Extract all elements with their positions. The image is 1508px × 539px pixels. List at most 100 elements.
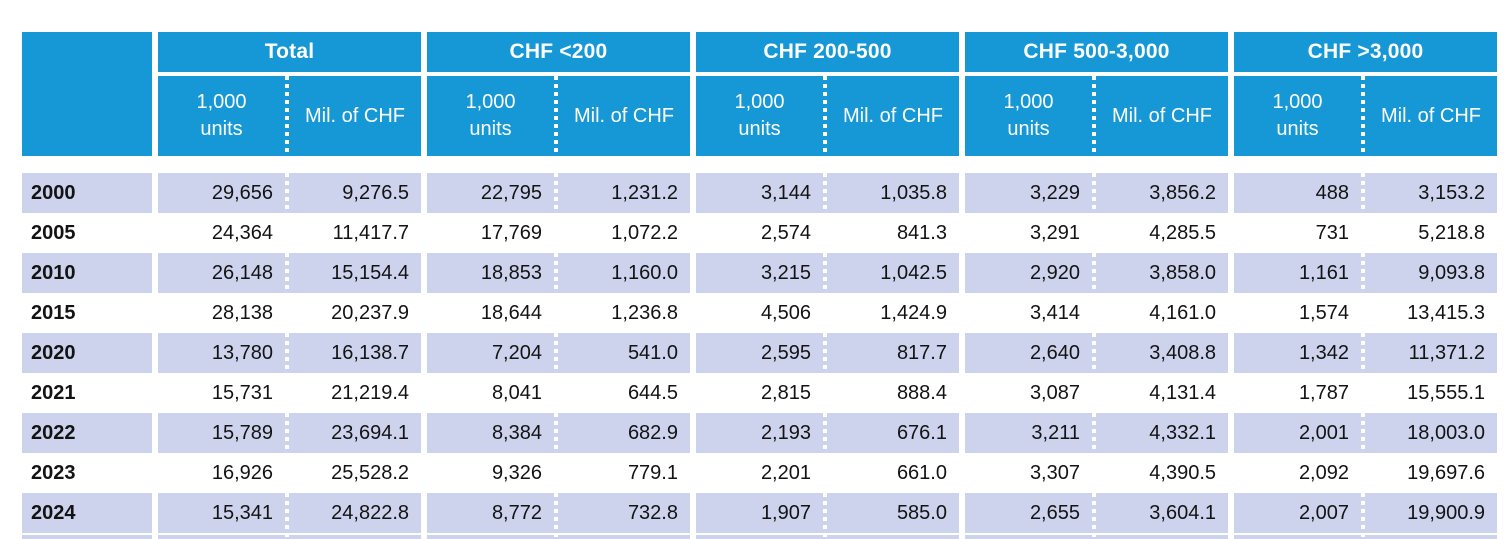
value-cell: 15,154.4 [289, 253, 421, 293]
column-divider [823, 293, 827, 333]
units-cell: 9,326 [427, 453, 554, 493]
partial-cell [289, 535, 421, 539]
column-divider [554, 453, 558, 493]
column-divider [1092, 453, 1096, 493]
value-cell: 732.8 [558, 493, 690, 533]
units-cell: 24,364 [158, 213, 285, 253]
partial-cell [1096, 535, 1228, 539]
units-cell: 8,041 [427, 373, 554, 413]
header-group: CHF 200-500 1,000 units Mil. of CHF [696, 32, 959, 156]
column-divider [823, 453, 827, 493]
subheader-units: 1,000 units [1003, 91, 1054, 140]
units-cell: 13,780 [158, 333, 285, 373]
subheader-units: 1,000 units [465, 91, 516, 140]
units-cell: 17,769 [427, 213, 554, 253]
column-divider [285, 333, 289, 373]
column-divider [823, 76, 827, 156]
units-cell: 1,787 [1234, 373, 1361, 413]
value-cell: 676.1 [827, 413, 959, 453]
column-divider [285, 253, 289, 293]
value-cell: 4,390.5 [1096, 453, 1228, 493]
header-group-label: CHF >3,000 [1234, 32, 1497, 72]
value-cell: 3,408.8 [1096, 333, 1228, 373]
value-cell: 18,003.0 [1365, 413, 1497, 453]
units-cell: 1,907 [696, 493, 823, 533]
column-divider [823, 213, 827, 253]
partial-cell [1365, 535, 1497, 539]
column-divider [1092, 213, 1096, 253]
units-cell: 2,574 [696, 213, 823, 253]
header-group-label: CHF <200 [427, 32, 690, 72]
value-cell: 4,332.1 [1096, 413, 1228, 453]
column-divider [554, 373, 558, 413]
column-divider [1361, 293, 1365, 333]
column-divider [823, 173, 827, 213]
units-cell: 8,772 [427, 493, 554, 533]
column-divider [1092, 333, 1096, 373]
header-group: CHF 500-3,000 1,000 units Mil. of CHF [965, 32, 1228, 156]
partial-cell [158, 535, 285, 539]
column-divider [823, 413, 827, 453]
price-segment-table: Total 1,000 units Mil. of CHF CHF <200 1,000… [22, 32, 1497, 539]
column-divider [1092, 413, 1096, 453]
column-divider [554, 493, 558, 533]
column-divider [554, 293, 558, 333]
table-body: 2000 29,656 9,276.5 22,795 1,231.2 3,144 1,035… [22, 173, 1497, 533]
value-cell: 19,697.6 [1365, 453, 1497, 493]
header-group: CHF >3,000 1,000 units Mil. of CHF [1234, 32, 1497, 156]
column-divider [1361, 493, 1365, 533]
header-divider [696, 72, 959, 76]
units-cell: 2,193 [696, 413, 823, 453]
corner-cell [22, 32, 152, 156]
value-cell: 817.7 [827, 333, 959, 373]
value-cell: 661.0 [827, 453, 959, 493]
units-cell: 18,853 [427, 253, 554, 293]
value-cell: 9,093.8 [1365, 253, 1497, 293]
units-cell: 3,291 [965, 213, 1092, 253]
column-divider [1092, 173, 1096, 213]
units-cell: 26,148 [158, 253, 285, 293]
column-divider [823, 535, 827, 539]
value-cell: 5,218.8 [1365, 213, 1497, 253]
value-cell: 25,528.2 [289, 453, 421, 493]
value-cell: 4,131.4 [1096, 373, 1228, 413]
column-divider [823, 253, 827, 293]
value-cell: 11,417.7 [289, 213, 421, 253]
header-group: CHF <200 1,000 units Mil. of CHF [427, 32, 690, 156]
table-row: 2022 15,789 23,694.1 8,384 682.9 2,193 676.1 3,… [22, 413, 1497, 453]
partial-cell [965, 535, 1092, 539]
header-divider [158, 72, 421, 76]
table-row: 2020 13,780 16,138.7 7,204 541.0 2,595 817.7 2,… [22, 333, 1497, 373]
table-row: 2023 16,926 25,528.2 9,326 779.1 2,201 661.0 3,… [22, 453, 1497, 493]
units-cell: 2,640 [965, 333, 1092, 373]
units-cell: 18,644 [427, 293, 554, 333]
partial-cell [827, 535, 959, 539]
column-divider [1361, 413, 1365, 453]
units-cell: 731 [1234, 213, 1361, 253]
units-cell: 15,731 [158, 373, 285, 413]
value-cell: 541.0 [558, 333, 690, 373]
units-cell: 15,789 [158, 413, 285, 453]
value-cell: 20,237.9 [289, 293, 421, 333]
table-header: Total 1,000 units Mil. of CHF CHF <200 1,000… [22, 32, 1497, 156]
units-cell: 2,920 [965, 253, 1092, 293]
value-cell: 3,604.1 [1096, 493, 1228, 533]
table-row: 2021 15,731 21,219.4 8,041 644.5 2,815 888.4 3,… [22, 373, 1497, 413]
table-row: 2005 24,364 11,417.7 17,769 1,072.2 2,574 841.… [22, 213, 1497, 253]
value-cell: 1,424.9 [827, 293, 959, 333]
column-divider [1092, 535, 1096, 539]
value-cell: 1,035.8 [827, 173, 959, 213]
value-cell: 682.9 [558, 413, 690, 453]
value-cell: 15,555.1 [1365, 373, 1497, 413]
column-divider [285, 413, 289, 453]
column-divider [554, 535, 558, 539]
year-cell: 2000 [22, 173, 152, 213]
units-cell: 29,656 [158, 173, 285, 213]
header-group-label: CHF 200-500 [696, 32, 959, 72]
value-cell: 3,153.2 [1365, 173, 1497, 213]
header-divider [1234, 72, 1497, 76]
header-divider [965, 72, 1228, 76]
column-divider [554, 413, 558, 453]
units-cell: 1,161 [1234, 253, 1361, 293]
units-cell: 7,204 [427, 333, 554, 373]
